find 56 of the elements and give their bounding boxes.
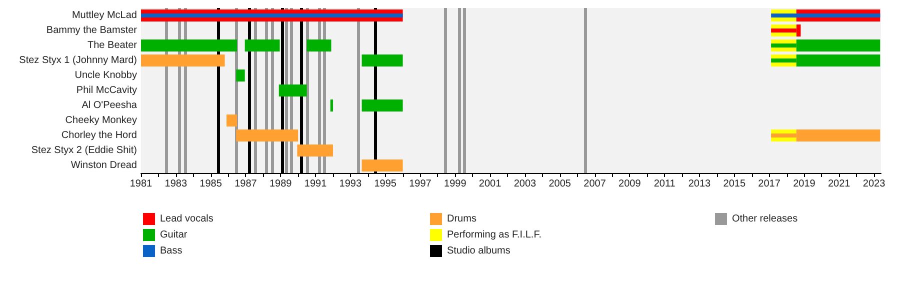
bar bbox=[362, 160, 403, 172]
y-tick-label: Al O'Peesha bbox=[82, 100, 138, 111]
x-tick-label: 2017 bbox=[758, 178, 781, 190]
bar bbox=[236, 70, 245, 82]
x-tick-label: 1987 bbox=[234, 178, 258, 190]
x-tick-label: 2023 bbox=[862, 178, 886, 190]
x-tick-label: 2019 bbox=[793, 178, 816, 190]
bar bbox=[362, 54, 403, 66]
bar bbox=[141, 54, 225, 66]
y-tick-label: Cheeky Monkey bbox=[65, 115, 137, 126]
y-tick-label: Stez Styx 1 (Johnny Mard) bbox=[19, 55, 137, 66]
x-tick-label: 1985 bbox=[200, 178, 222, 190]
bar bbox=[330, 100, 333, 112]
bar bbox=[226, 114, 237, 126]
legend-label: Bass bbox=[160, 246, 182, 256]
legend-label: Lead vocals bbox=[160, 214, 214, 224]
bar bbox=[141, 40, 237, 52]
y-tick-label: Phil McCavity bbox=[76, 85, 137, 96]
bar bbox=[278, 84, 307, 96]
x-tick-label: 2009 bbox=[618, 178, 642, 190]
x-tick-label: 2013 bbox=[688, 178, 712, 190]
bar bbox=[236, 130, 298, 142]
legend-label: Guitar bbox=[160, 230, 188, 240]
x-tick-label: 2021 bbox=[828, 178, 851, 190]
bar bbox=[771, 14, 880, 18]
x-tick-label: 1989 bbox=[270, 178, 292, 190]
y-tick-label: Winston Dread bbox=[70, 160, 137, 171]
bar bbox=[771, 28, 796, 32]
bar bbox=[141, 14, 403, 18]
x-tick-label: 2003 bbox=[514, 178, 537, 190]
x-tick-label: 1993 bbox=[339, 178, 362, 190]
x-tick-label: 1999 bbox=[444, 178, 467, 190]
bar bbox=[297, 144, 333, 156]
y-tick-label: Muttley McLad bbox=[72, 10, 137, 21]
x-tick-label: 1983 bbox=[164, 178, 188, 190]
bar bbox=[362, 100, 403, 112]
y-tick-label: Uncle Knobby bbox=[74, 70, 137, 81]
x-tick-label: 1997 bbox=[409, 178, 432, 190]
x-tick-label: 1981 bbox=[130, 178, 153, 190]
y-tick-label: The Beater bbox=[88, 40, 138, 51]
legend-label: Performing as F.I.L.F. bbox=[447, 230, 542, 240]
y-tick-label: Bammy the Bamster bbox=[46, 25, 138, 36]
bar bbox=[244, 40, 280, 52]
x-tick-label: 2005 bbox=[548, 178, 572, 190]
legend-label: Drums bbox=[447, 214, 476, 224]
y-tick-label: Stez Styx 2 (Eddie Shit) bbox=[31, 145, 137, 156]
x-tick-label: 2015 bbox=[723, 178, 746, 190]
legend-label: Studio albums bbox=[447, 246, 510, 256]
y-tick-label: Chorley the Hord bbox=[61, 130, 137, 141]
x-tick-label: 2007 bbox=[584, 178, 606, 190]
x-tick-label: 2001 bbox=[478, 178, 502, 190]
bar bbox=[306, 40, 332, 52]
x-tick-label: 1995 bbox=[374, 178, 397, 190]
x-tick-label: 2011 bbox=[654, 178, 676, 190]
legend-label: Other releases bbox=[732, 214, 798, 224]
x-tick-label: 1991 bbox=[304, 178, 328, 190]
